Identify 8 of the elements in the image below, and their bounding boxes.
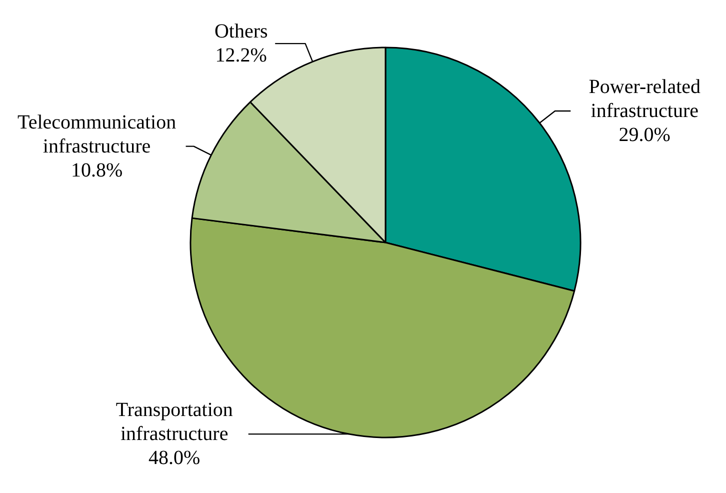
slice-label: Power-related infrastructure bbox=[588, 76, 701, 122]
data-label: 48.0% bbox=[148, 447, 200, 470]
data-label: 10.8% bbox=[70, 159, 123, 182]
data-label: 12.2% bbox=[215, 44, 267, 67]
slice-label: Transportation infrastructure bbox=[116, 399, 233, 446]
slice-label: Telecommunication infrastructure bbox=[18, 111, 176, 158]
slice-label: Others bbox=[214, 20, 268, 43]
data-label: 29.0% bbox=[618, 124, 670, 146]
